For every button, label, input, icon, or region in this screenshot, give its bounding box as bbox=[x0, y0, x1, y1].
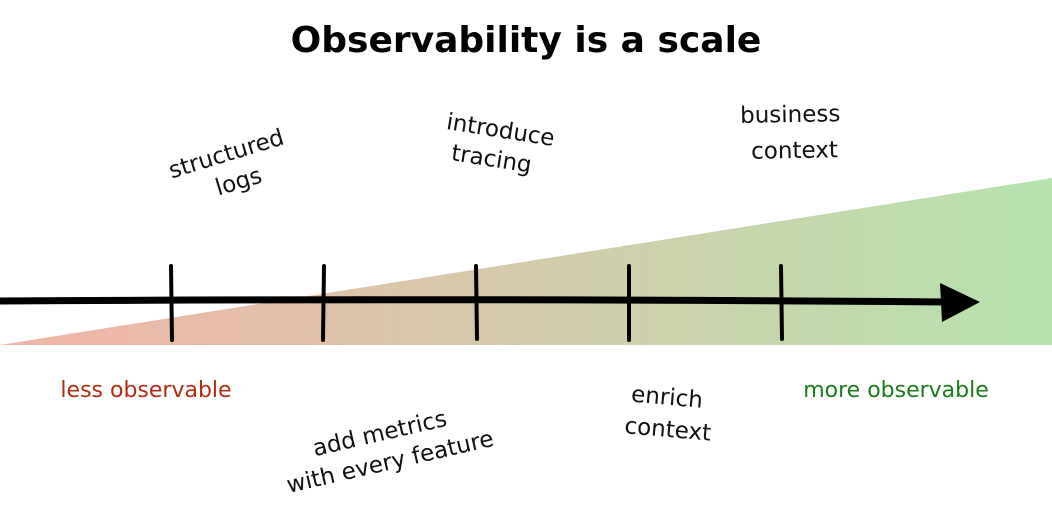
diagram-title: Observability is a scale bbox=[291, 20, 762, 61]
svg-text:structured logs: structured logs bbox=[166, 122, 303, 212]
milestone-line: context bbox=[624, 413, 713, 446]
observability-gradient-wedge bbox=[0, 178, 1052, 345]
milestone-line: enrich bbox=[630, 382, 704, 414]
tick-add-metrics bbox=[321, 264, 326, 342]
milestone-line: business bbox=[740, 101, 841, 129]
tick-introduce-tracing bbox=[474, 264, 479, 341]
scale-axis-line bbox=[0, 296, 952, 306]
svg-text:add metrics with every f: add metrics with every feature bbox=[277, 397, 496, 499]
more-observable-label: more observable bbox=[803, 378, 989, 403]
less-observable-label: less observable bbox=[60, 378, 231, 403]
svg-text:introduce tracing: introduce tracing bbox=[440, 109, 564, 183]
milestone-structured-logs: structured logs bbox=[166, 122, 303, 212]
svg-text:business context: business context bbox=[740, 101, 849, 165]
scale-axis-arrowhead bbox=[940, 283, 980, 322]
milestone-enrich-context: enrich context bbox=[624, 381, 715, 447]
milestone-business-context: business context bbox=[740, 101, 849, 165]
milestone-introduce-tracing: introduce tracing bbox=[440, 109, 564, 183]
milestone-add-metrics: add metrics with every feature bbox=[277, 397, 496, 499]
tick-structured-logs bbox=[169, 264, 174, 342]
tick-business-context bbox=[779, 264, 784, 341]
svg-text:enrich context: enrich context bbox=[624, 381, 715, 446]
milestone-line: context bbox=[751, 137, 838, 165]
